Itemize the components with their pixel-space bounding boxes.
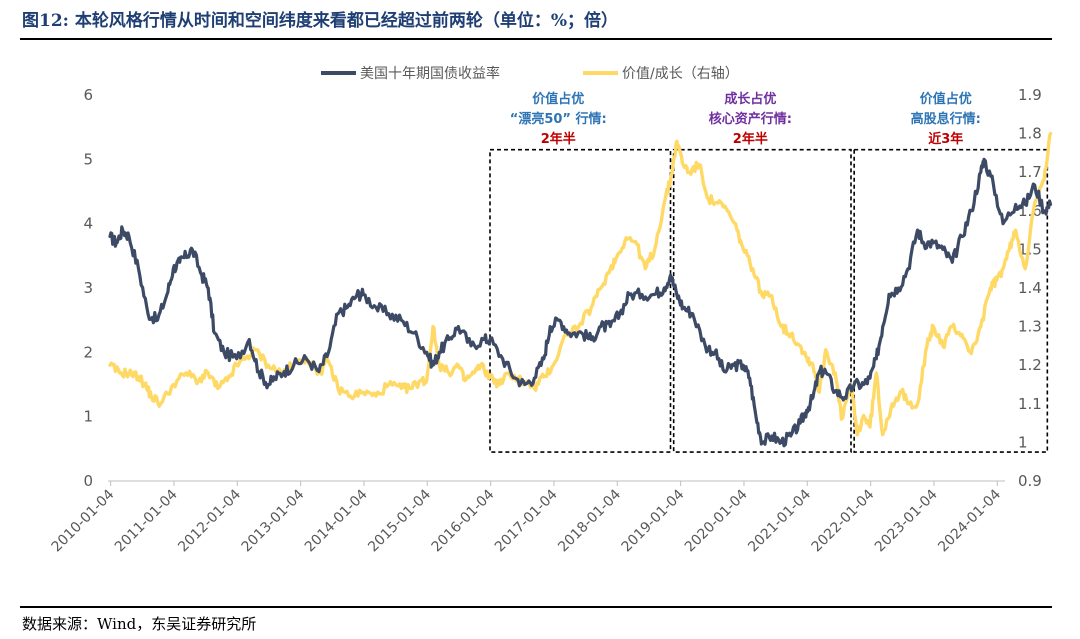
right-tick-label: 0.9 [1018, 472, 1042, 490]
right-tick-label: 1.4 [1018, 279, 1042, 297]
annotation-line: 成长占优 [724, 91, 776, 107]
highlight-box [672, 148, 852, 453]
source-note: 数据来源：Wind，东吴证券研究所 [22, 615, 257, 633]
x-tick-label: 2010-01-04 [49, 486, 118, 555]
x-tick-label: 2024-01-04 [935, 486, 1004, 555]
series-line-yield [108, 157, 1053, 448]
highlight-box [853, 148, 1049, 453]
right-tick-label: 1.2 [1018, 356, 1042, 374]
left-axis: 0 1 2 3 4 5 6 [83, 86, 93, 490]
figure-title-text: 本轮风格行情从时间和空间纬度来看都已经超过前两轮（单位：%；倍） [74, 11, 619, 31]
left-tick-label: 2 [83, 343, 93, 361]
annotation-line: 价值占优 [920, 91, 972, 107]
right-tick-label: 1 [1018, 433, 1028, 451]
x-tick-label: 2018-01-04 [555, 486, 624, 555]
left-tick-label: 0 [83, 472, 93, 490]
legend: 美国十年期国债收益率 价值/成长（右轴） [321, 65, 739, 82]
left-tick-label: 4 [83, 215, 93, 233]
annotation-line: 2年半 [541, 131, 576, 147]
left-tick-label: 3 [83, 279, 93, 297]
x-tick-label: 2015-01-04 [365, 486, 434, 555]
legend-label-yield: 美国十年期国债收益率 [360, 65, 500, 82]
x-tick-label: 2014-01-04 [302, 486, 371, 555]
right-tick-label: 1.9 [1018, 86, 1042, 104]
annotation-line: 核心资产行情: [709, 111, 792, 127]
right-tick-label: 1.1 [1018, 395, 1042, 413]
left-tick-label: 6 [83, 86, 93, 104]
series-lines [108, 131, 1053, 448]
highlight-boxes [489, 148, 1049, 453]
x-tick-label: 2021-01-04 [745, 486, 814, 555]
x-tick-label: 2023-01-04 [872, 486, 941, 555]
x-tick-label: 2012-01-04 [175, 486, 244, 555]
right-tick-label: 1.6 [1018, 202, 1042, 220]
series-line-ratio [108, 131, 1053, 437]
x-axis: 2010-01-042011-01-042012-01-042013-01-04… [49, 481, 1004, 555]
left-tick-label: 5 [83, 150, 93, 168]
line-chart: 美国十年期国债收益率 价值/成长（右轴） 0 1 2 3 4 5 6 0.9 1 1.1 1.2 1… [49, 65, 1053, 555]
right-tick-label: 1.7 [1018, 163, 1042, 181]
top-rule [20, 38, 1052, 40]
chart-title: 图12: 本轮风格行情从时间和空间纬度来看都已经超过前两轮（单位：%；倍） [22, 6, 618, 36]
left-tick-label: 1 [83, 408, 93, 426]
annotation-line: 近3年 [928, 131, 963, 147]
figure-number: 图12: [22, 11, 69, 31]
annotation-line: “漂亮50” 行情: [510, 111, 607, 127]
annotation-line: 价值占优 [532, 91, 584, 107]
x-tick-label: 2020-01-04 [682, 486, 751, 555]
annotation-line: 高股息行情: [911, 111, 981, 127]
x-tick-label: 2019-01-04 [619, 486, 688, 555]
bottom-rule [20, 606, 1052, 608]
x-tick-label: 2017-01-04 [492, 486, 561, 555]
right-tick-label: 1.3 [1018, 318, 1042, 336]
right-tick-label: 1.8 [1018, 125, 1042, 143]
x-tick-label: 2016-01-04 [429, 486, 498, 555]
annotation-line: 2年半 [733, 131, 768, 147]
x-tick-label: 2011-01-04 [112, 486, 181, 555]
right-axis: 0.911.11.21.31.41.51.61.71.81.9 [1018, 86, 1042, 490]
legend-label-ratio: 价值/成长（右轴） [622, 66, 739, 82]
x-tick-label: 2013-01-04 [239, 486, 308, 555]
highlight-box [489, 148, 672, 453]
x-tick-label: 2022-01-04 [809, 486, 878, 555]
